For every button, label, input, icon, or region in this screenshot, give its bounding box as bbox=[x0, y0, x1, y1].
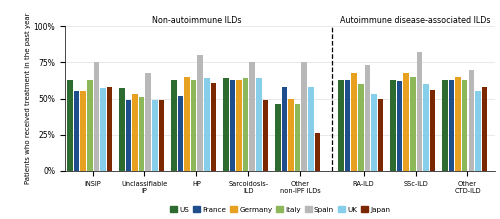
Bar bbox=[378, 99, 383, 171]
Bar bbox=[106, 87, 112, 171]
Bar bbox=[87, 80, 92, 171]
Bar bbox=[442, 80, 448, 171]
Bar bbox=[314, 133, 320, 171]
Bar bbox=[74, 91, 80, 171]
Bar bbox=[80, 91, 86, 171]
Bar bbox=[423, 84, 428, 171]
Bar bbox=[152, 100, 158, 171]
Bar bbox=[262, 100, 268, 171]
Bar bbox=[390, 80, 396, 171]
Bar bbox=[68, 80, 73, 171]
Bar bbox=[475, 91, 480, 171]
Bar bbox=[410, 77, 416, 171]
Bar bbox=[352, 72, 357, 171]
Bar bbox=[468, 70, 474, 171]
Bar bbox=[462, 80, 468, 171]
Bar bbox=[482, 87, 487, 171]
Legend: US, France, Germany, Italy, Spain, UK, Japan: US, France, Germany, Italy, Spain, UK, J… bbox=[170, 206, 390, 212]
Bar bbox=[345, 80, 350, 171]
Bar bbox=[210, 83, 216, 171]
Bar bbox=[146, 72, 151, 171]
Bar bbox=[282, 87, 288, 171]
Bar bbox=[302, 62, 307, 171]
Bar bbox=[120, 88, 125, 171]
Text: Non-autoimmune ILDs: Non-autoimmune ILDs bbox=[152, 16, 241, 25]
Bar bbox=[126, 100, 132, 171]
Bar bbox=[171, 80, 177, 171]
Bar bbox=[230, 80, 235, 171]
Bar bbox=[416, 52, 422, 171]
Bar bbox=[184, 77, 190, 171]
Bar bbox=[371, 94, 376, 171]
Bar bbox=[308, 87, 314, 171]
Bar bbox=[397, 81, 402, 171]
Bar bbox=[139, 97, 144, 171]
Bar bbox=[243, 78, 248, 171]
Bar bbox=[404, 72, 409, 171]
Bar bbox=[158, 100, 164, 171]
Bar bbox=[204, 78, 210, 171]
Bar bbox=[364, 65, 370, 171]
Bar bbox=[288, 99, 294, 171]
Bar bbox=[358, 84, 364, 171]
Bar bbox=[275, 104, 281, 171]
Bar bbox=[456, 77, 461, 171]
Bar bbox=[256, 78, 262, 171]
Bar bbox=[132, 94, 138, 171]
Text: Autoimmune disease-associated ILDs: Autoimmune disease-associated ILDs bbox=[340, 16, 491, 25]
Bar bbox=[449, 80, 454, 171]
Bar bbox=[295, 104, 300, 171]
Bar bbox=[191, 80, 196, 171]
Y-axis label: Patients who received treatment in the past year: Patients who received treatment in the p… bbox=[25, 13, 31, 184]
Bar bbox=[100, 88, 105, 171]
Bar bbox=[338, 80, 344, 171]
Bar bbox=[250, 62, 255, 171]
Bar bbox=[94, 62, 99, 171]
Bar bbox=[198, 55, 203, 171]
Bar bbox=[236, 80, 242, 171]
Bar bbox=[430, 90, 435, 171]
Bar bbox=[223, 78, 229, 171]
Bar bbox=[178, 96, 184, 171]
